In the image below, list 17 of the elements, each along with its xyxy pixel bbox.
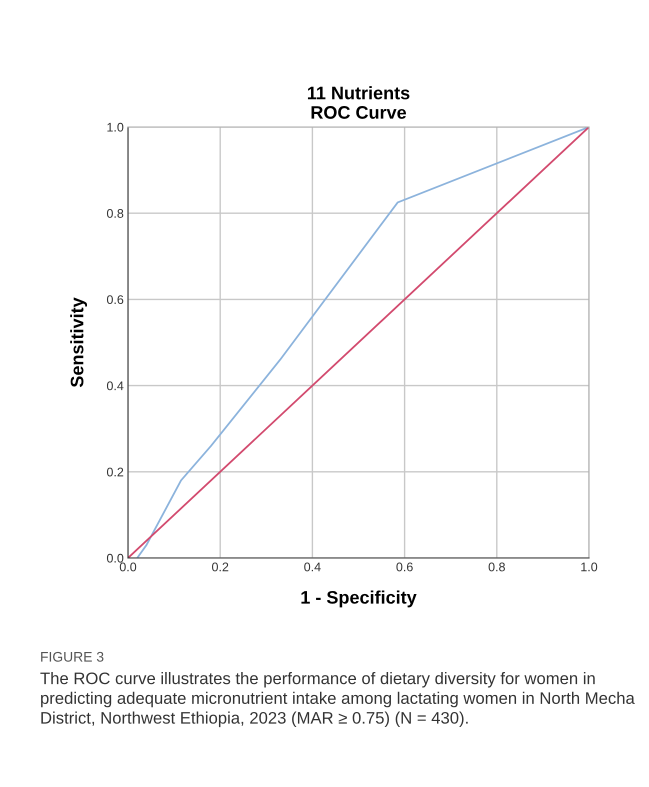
y-tick-label: 0.2 — [106, 468, 124, 476]
text: The ROC curve illustrates the performance of dietary diversity for women in predicting adequate micronutrient intake among lactating women in North Mecha District, Northwest Ethiopia, 2023 (MAR ≥ 0.75) (N = 430). — [40, 672, 635, 728]
caption: FIGURE 3 — [41, 652, 104, 662]
y-tick-label: 0.0 — [106, 554, 124, 563]
x-tick-label: 0.8 — [488, 562, 505, 572]
y-axis-title: Sensitivity — [70, 297, 88, 388]
x-axis-title: 1 - Specificity — [301, 590, 417, 608]
x-tick-label: 1.0 — [581, 562, 598, 572]
chart-title: 11 Nutrients ROC Curve — [308, 86, 410, 119]
y-tick-label: 0.8 — [106, 209, 124, 218]
x-tick-label: 0.0 — [120, 562, 136, 572]
y-tick-label: 0.4 — [106, 381, 124, 390]
x-tick-label: 0.2 — [212, 562, 228, 572]
y-tick-label: 0.6 — [106, 295, 124, 304]
x-tick-label: 0.6 — [396, 562, 413, 572]
y-tick-label: 1.0 — [107, 122, 124, 132]
x-tick-label: 0.4 — [304, 562, 321, 572]
